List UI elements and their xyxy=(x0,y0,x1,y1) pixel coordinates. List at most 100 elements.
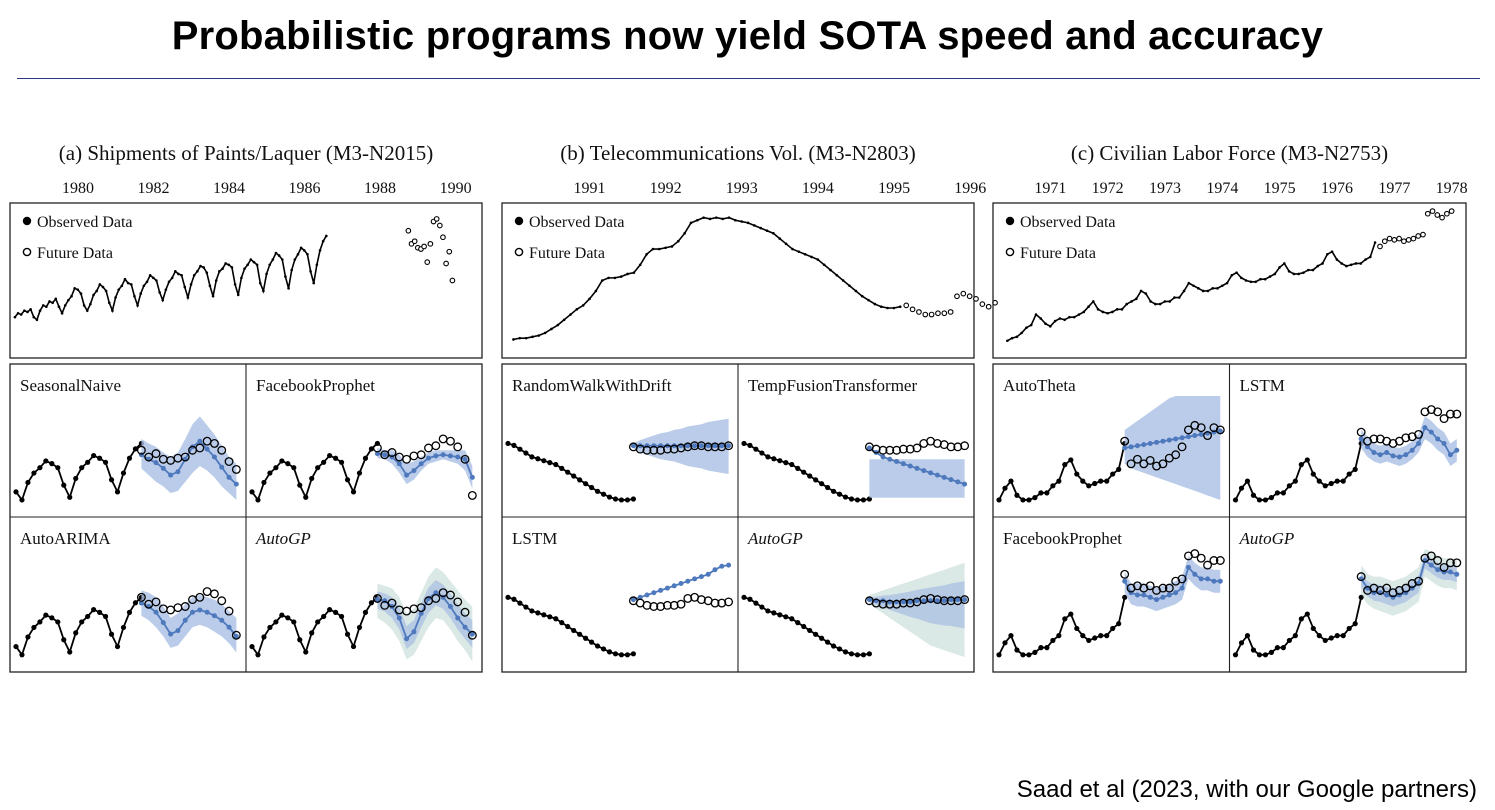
forecast-point xyxy=(726,562,732,568)
x-tick-label: 1980 xyxy=(62,180,94,197)
forecast-point xyxy=(948,597,954,603)
observed-point xyxy=(1158,302,1162,306)
history-point xyxy=(854,497,861,503)
observed-point xyxy=(255,263,259,267)
observed-point xyxy=(1340,262,1343,265)
history-point xyxy=(1026,497,1032,503)
observed-point xyxy=(676,239,680,243)
forecast-point xyxy=(962,597,968,603)
history-line xyxy=(15,596,143,657)
observed-point xyxy=(537,334,541,337)
observed-point xyxy=(886,306,889,310)
future-point xyxy=(409,451,419,461)
x-tick-label: 1974 xyxy=(1206,180,1238,197)
future-point xyxy=(1426,551,1436,561)
observed-point xyxy=(1216,287,1219,290)
observed-point xyxy=(1292,272,1296,276)
future-point xyxy=(209,439,219,448)
x-tick-label: 1978 xyxy=(1436,180,1468,197)
observed-point xyxy=(1220,284,1224,288)
history-point xyxy=(753,600,759,606)
observed-point xyxy=(54,297,58,301)
history-point xyxy=(547,614,553,620)
history-point xyxy=(13,489,19,495)
history-point xyxy=(777,458,783,464)
history-point xyxy=(291,619,297,625)
observed-point xyxy=(284,275,287,278)
history-point xyxy=(1008,633,1014,639)
future-point xyxy=(1177,442,1187,452)
history-point xyxy=(1334,478,1340,484)
future-point xyxy=(953,442,963,452)
future-point xyxy=(405,227,412,234)
history-point xyxy=(327,452,333,459)
future-point xyxy=(416,603,426,613)
future-point xyxy=(979,301,986,307)
history-point xyxy=(333,609,339,615)
observed-point xyxy=(1330,250,1334,253)
forecast-point xyxy=(404,636,410,642)
observed-point xyxy=(1268,275,1272,278)
history-point xyxy=(1268,495,1275,501)
history-point xyxy=(753,446,759,452)
observed-point xyxy=(1072,315,1076,319)
x-tick-label: 1994 xyxy=(802,180,834,197)
future-point xyxy=(724,441,734,451)
history-point xyxy=(801,623,807,630)
forecast-point xyxy=(928,470,934,476)
history-point xyxy=(1352,621,1358,627)
forecast-band-inner xyxy=(869,581,965,629)
future-point xyxy=(669,444,679,454)
future-point xyxy=(710,598,720,608)
overview-frame xyxy=(992,202,1467,359)
history-point xyxy=(1116,466,1122,472)
history-point xyxy=(249,489,255,495)
observed-point xyxy=(543,331,547,335)
observed-point xyxy=(778,237,782,240)
future-point xyxy=(1401,433,1411,443)
observed-point xyxy=(120,284,124,288)
history-point xyxy=(571,627,577,634)
history-point xyxy=(577,631,583,637)
history-point xyxy=(108,631,115,637)
forecast-point xyxy=(153,460,159,466)
observed-point xyxy=(1120,308,1124,311)
observed-point xyxy=(126,281,130,285)
observed-point xyxy=(98,283,102,286)
history-point xyxy=(1310,471,1316,477)
observed-point xyxy=(1306,268,1310,272)
history-point xyxy=(825,484,831,491)
observed-point xyxy=(1321,262,1324,265)
history-point xyxy=(1122,594,1128,600)
observed-point xyxy=(1254,280,1257,284)
observed-point xyxy=(214,279,218,282)
history-point xyxy=(813,631,819,637)
forecast-point xyxy=(1179,435,1185,441)
history-point xyxy=(565,469,571,475)
observed-point xyxy=(139,292,143,295)
future-point xyxy=(1396,235,1402,242)
observed-point xyxy=(240,276,243,280)
observed-point xyxy=(581,304,585,307)
forecast-point xyxy=(880,454,886,460)
forecast-point xyxy=(1198,576,1204,582)
future-point xyxy=(662,600,672,610)
forecast-point xyxy=(1454,571,1460,577)
forecast-point xyxy=(1358,436,1364,442)
future-point xyxy=(1445,409,1455,419)
future-point xyxy=(898,444,908,454)
future-point xyxy=(903,302,910,309)
future-point xyxy=(1190,549,1200,559)
future-point xyxy=(195,592,205,602)
history-point xyxy=(842,494,849,500)
observed-point xyxy=(29,308,32,311)
forecast-band xyxy=(141,590,237,653)
history-point xyxy=(1068,611,1074,617)
future-point xyxy=(467,490,477,500)
forecast-point xyxy=(685,443,691,449)
forecast-point xyxy=(374,597,380,603)
future-point xyxy=(1382,583,1392,593)
observed-point xyxy=(1077,313,1081,316)
future-point xyxy=(717,442,727,452)
